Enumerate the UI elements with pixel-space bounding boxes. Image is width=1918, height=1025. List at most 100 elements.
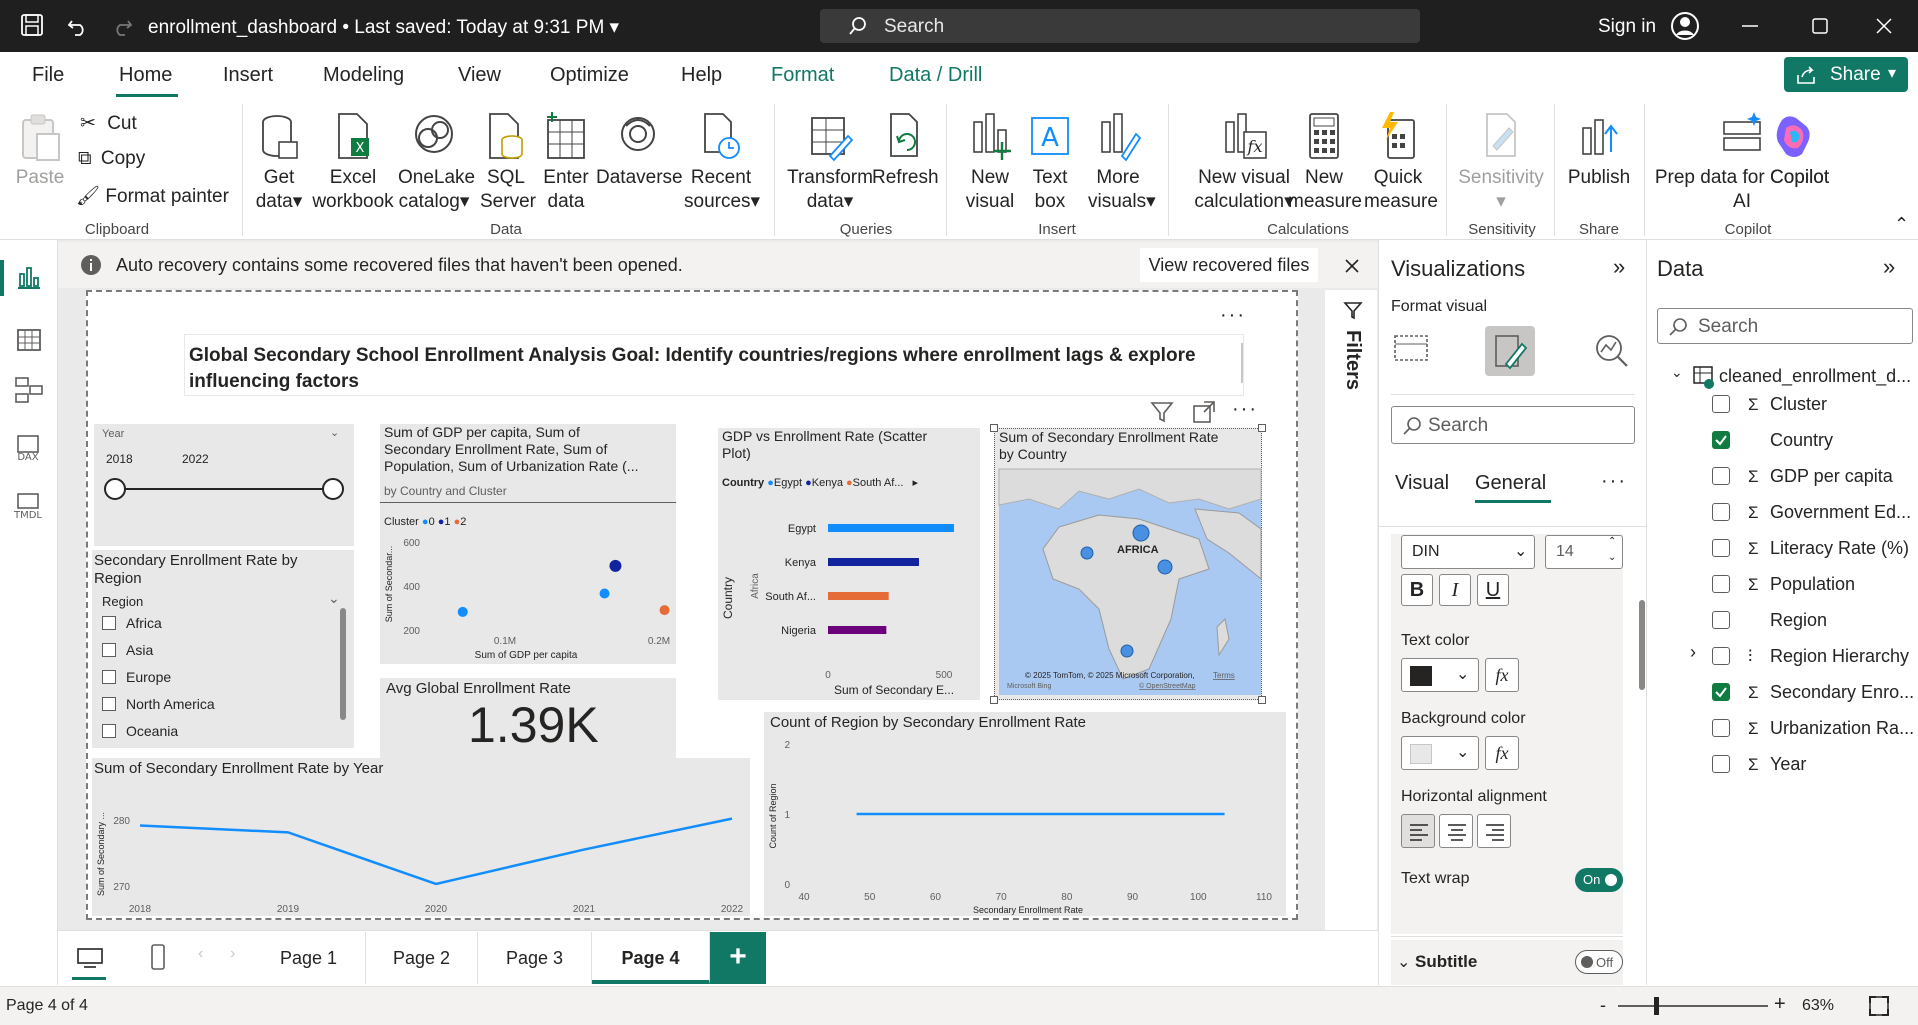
menu-data-drill[interactable]: Data / Drill [889,64,983,86]
recent-sources-button[interactable]: Recent sources▾ [684,112,760,214]
copilot-button[interactable]: Copilot [1770,112,1829,190]
tmdl-view-icon[interactable]: TMDL [10,492,46,521]
field-checkbox[interactable] [1712,395,1730,413]
text-color-picker[interactable]: ⌄ [1401,658,1479,692]
underline-button[interactable]: U [1477,574,1509,606]
field-checkbox[interactable] [1712,683,1730,701]
new-visual-calculation-button[interactable]: fx New visual calculation▾ [1186,112,1302,214]
scatter-point[interactable] [457,606,468,617]
dax-query-view-icon[interactable]: DAX [12,434,44,463]
more-options-icon[interactable]: ··· [1220,304,1246,326]
refresh-button[interactable]: Refresh [872,112,939,190]
field-checkbox[interactable] [1712,467,1730,485]
minimize-icon[interactable] [1742,25,1760,27]
redo-icon[interactable] [110,13,134,37]
resize-handle[interactable] [990,424,998,432]
year-slicer[interactable]: Year ⌄ 2018 2022 [94,424,354,546]
field-checkbox[interactable] [1712,539,1730,557]
cut-button[interactable]: ✂ Cut [80,113,137,134]
field-item[interactable]: Country [1748,425,1833,455]
field-item[interactable]: ⫶ Region Hierarchy [1748,641,1909,671]
scatter-point[interactable] [599,588,610,599]
bar[interactable] [828,626,887,634]
field-checkbox[interactable] [1712,611,1730,629]
report-title-textbox[interactable]: Global Secondary School Enrollment Analy… [184,334,1244,396]
new-visual-button[interactable]: New visual [962,112,1018,214]
scatter-point[interactable] [609,559,622,572]
onelake-catalog-button[interactable]: OneLake catalog▾ [398,112,475,214]
text-wrap-toggle[interactable]: On [1575,868,1623,892]
field-item[interactable]: Σ Secondary Enro... [1748,677,1914,707]
menu-optimize[interactable]: Optimize [550,64,629,86]
bar[interactable] [828,524,954,532]
region-slicer[interactable]: Secondary Enrollment Rate by Region Regio… [92,550,354,748]
page-tab[interactable]: Page 3 [478,932,592,984]
font-family-select[interactable]: DIN ⌄ [1401,535,1535,569]
field-checkbox[interactable] [1712,503,1730,521]
map-canvas[interactable]: AFRICA © 2025 TomTom, © 2025 Microsoft C… [998,468,1262,695]
tab-general[interactable]: General [1475,472,1547,494]
account-icon[interactable] [1670,11,1700,41]
mobile-layout-icon[interactable] [150,943,166,971]
focus-mode-icon[interactable] [1192,400,1216,424]
collapse-pane-icon[interactable]: » [1613,254,1626,279]
checkbox[interactable] [102,670,116,684]
search-box[interactable]: Search [820,9,1420,43]
region-slicer-scrollbar[interactable] [340,608,346,720]
prep-data-for-ai-button[interactable]: Prep data for Copilot AI [1652,112,1832,214]
collapse-ribbon-icon[interactable]: ⌃ [1894,214,1910,234]
paste-button[interactable]: Paste [14,112,66,190]
avg-enrollment-card[interactable]: Avg Global Enrollment Rate 1.39K [380,678,676,758]
menu-view[interactable]: View [458,64,501,86]
report-view-icon[interactable] [16,266,42,290]
bar[interactable] [828,592,889,600]
checkbox[interactable] [102,616,116,630]
align-left-button[interactable] [1401,814,1435,848]
chevron-down-icon[interactable]: ⌄ [1608,552,1617,563]
field-item[interactable]: Σ Government Ed... [1748,497,1911,527]
menu-file[interactable]: File [32,64,65,86]
format-painter-button[interactable]: 🖌 Format painter [76,186,229,207]
enter-data-button[interactable]: Enter data [540,112,592,214]
count-of-region-chart[interactable]: Count of Region by Secondary Enrollment … [764,712,1286,916]
background-color-fx-button[interactable]: fx [1485,736,1519,770]
field-checkbox[interactable] [1712,755,1730,773]
year-slider-start-handle[interactable] [104,478,126,500]
maximize-icon[interactable] [1812,18,1828,34]
analytics-icon[interactable] [1593,332,1631,368]
resize-handle[interactable] [1258,424,1266,432]
map-bubble[interactable] [1120,644,1134,658]
field-checkbox[interactable] [1712,719,1730,737]
chevron-down-icon[interactable]: ⌄ [328,590,340,606]
pane-scrollbar[interactable] [1639,600,1645,690]
scatter-point[interactable] [659,605,670,616]
checkbox[interactable] [102,697,116,711]
menu-insert[interactable]: Insert [223,64,274,86]
view-recovered-files-button[interactable]: View recovered files [1140,248,1318,282]
align-right-button[interactable] [1477,814,1511,848]
chevron-down-icon[interactable]: ⌄ [330,427,340,439]
page-tab[interactable]: Page 4 [592,932,710,984]
model-view-icon[interactable] [14,376,44,404]
field-item[interactable]: Σ Cluster [1748,389,1827,419]
build-visual-icon[interactable] [1393,332,1429,364]
legend-next-icon[interactable]: ▸ [912,477,919,489]
map-osm-link[interactable]: © OpenStreetMap [1139,682,1196,690]
field-item[interactable]: Σ GDP per capita [1748,461,1893,491]
expand-chevron-icon[interactable]: › [1690,642,1696,662]
map-terms-link[interactable]: Terms [1213,671,1235,680]
menu-help[interactable]: Help [681,64,723,86]
zoom-slider-thumb[interactable] [1654,997,1659,1015]
menu-modeling[interactable]: Modeling [323,64,405,86]
new-measure-button[interactable]: New measure [1288,112,1362,214]
textbox-scrollbar[interactable] [1241,343,1243,383]
bar[interactable] [828,558,919,566]
field-item[interactable]: Σ Urbanization Ra... [1748,713,1914,743]
filter-icon[interactable] [1150,400,1176,424]
chevron-up-icon[interactable]: ⌃ [1608,536,1617,547]
add-page-button[interactable]: + [710,932,766,984]
filters-pane-collapsed[interactable]: Filters [1325,290,1377,930]
desktop-layout-icon[interactable] [76,947,104,969]
collapse-pane-icon[interactable]: » [1883,254,1896,279]
